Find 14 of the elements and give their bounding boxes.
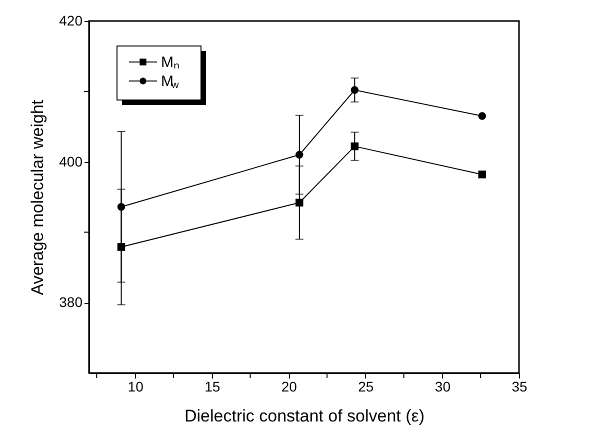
legend-label: Mₙ — [161, 54, 180, 71]
x-tick-label: 35 — [512, 378, 528, 394]
point — [478, 170, 486, 178]
y-tick-label: 380 — [59, 294, 83, 310]
x-axis-title: Dielectric constant of solvent (ε) — [184, 406, 425, 426]
point — [478, 112, 486, 120]
y-tick-label: 420 — [59, 12, 83, 28]
x-tick-label: 15 — [204, 378, 220, 394]
x-tick-label: 10 — [128, 378, 144, 394]
x-tick-label: 20 — [281, 378, 298, 394]
y-tick-label: 400 — [59, 153, 83, 170]
y-axis-title: Average molecular weight — [28, 100, 48, 296]
x-tick-label: 25 — [358, 378, 374, 394]
x-tick-label: 30 — [434, 378, 451, 394]
